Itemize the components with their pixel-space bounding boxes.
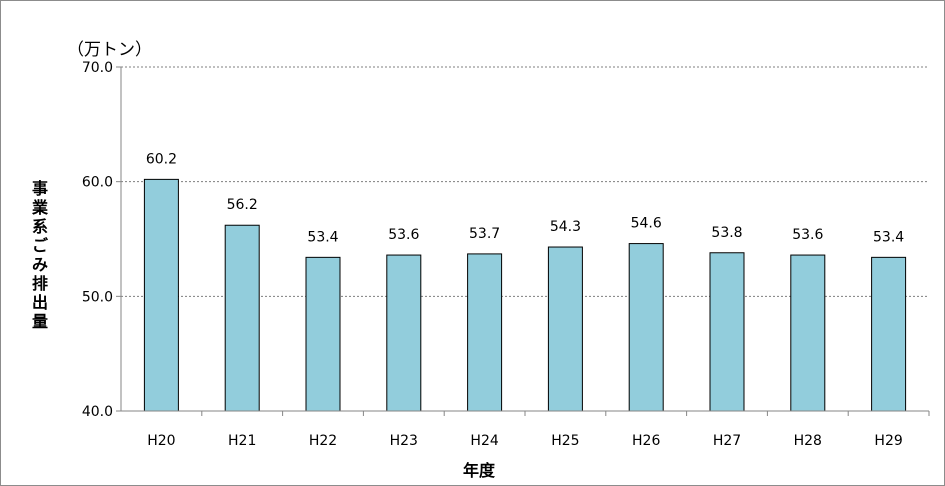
y-tick-label: 50.0 bbox=[82, 289, 113, 305]
data-label: 54.3 bbox=[550, 219, 581, 235]
y-tick-label: 70.0 bbox=[82, 60, 113, 76]
bar bbox=[709, 252, 745, 412]
x-tick-label: H29 bbox=[874, 433, 902, 449]
x-tick-label: H28 bbox=[794, 433, 822, 449]
x-tick-label: H26 bbox=[632, 433, 660, 449]
data-label: 53.8 bbox=[711, 225, 742, 241]
x-tick-label: H24 bbox=[470, 433, 498, 449]
x-tick-label: H25 bbox=[551, 433, 579, 449]
data-label: 56.2 bbox=[227, 197, 258, 213]
bar bbox=[547, 246, 583, 412]
data-label: 54.6 bbox=[631, 216, 662, 232]
data-label: 60.2 bbox=[146, 151, 177, 167]
y-tick-label: 40.0 bbox=[82, 404, 113, 420]
y-axis-label: 事業系ごみ排出量 bbox=[31, 179, 48, 331]
unit-label: （万トン） bbox=[67, 40, 152, 60]
data-label: 53.4 bbox=[873, 229, 904, 245]
data-label: 53.4 bbox=[307, 229, 338, 245]
x-tick-label: H21 bbox=[228, 433, 256, 449]
y-tick-label: 60.0 bbox=[82, 175, 113, 191]
x-tick-label: H27 bbox=[713, 433, 741, 449]
data-label: 53.7 bbox=[469, 226, 500, 242]
bar bbox=[143, 178, 179, 412]
x-tick-label: H23 bbox=[390, 433, 418, 449]
data-label: 53.6 bbox=[388, 227, 419, 243]
x-tick-label: H20 bbox=[147, 433, 175, 449]
x-axis-label: 年度 bbox=[463, 461, 496, 480]
bar bbox=[467, 253, 503, 412]
bar bbox=[224, 224, 260, 412]
data-label: 53.6 bbox=[792, 227, 823, 243]
bar bbox=[790, 254, 826, 412]
bar bbox=[871, 256, 907, 412]
bar bbox=[305, 256, 341, 412]
bar bbox=[628, 243, 664, 412]
bar bbox=[386, 254, 422, 412]
x-tick-label: H22 bbox=[309, 433, 337, 449]
